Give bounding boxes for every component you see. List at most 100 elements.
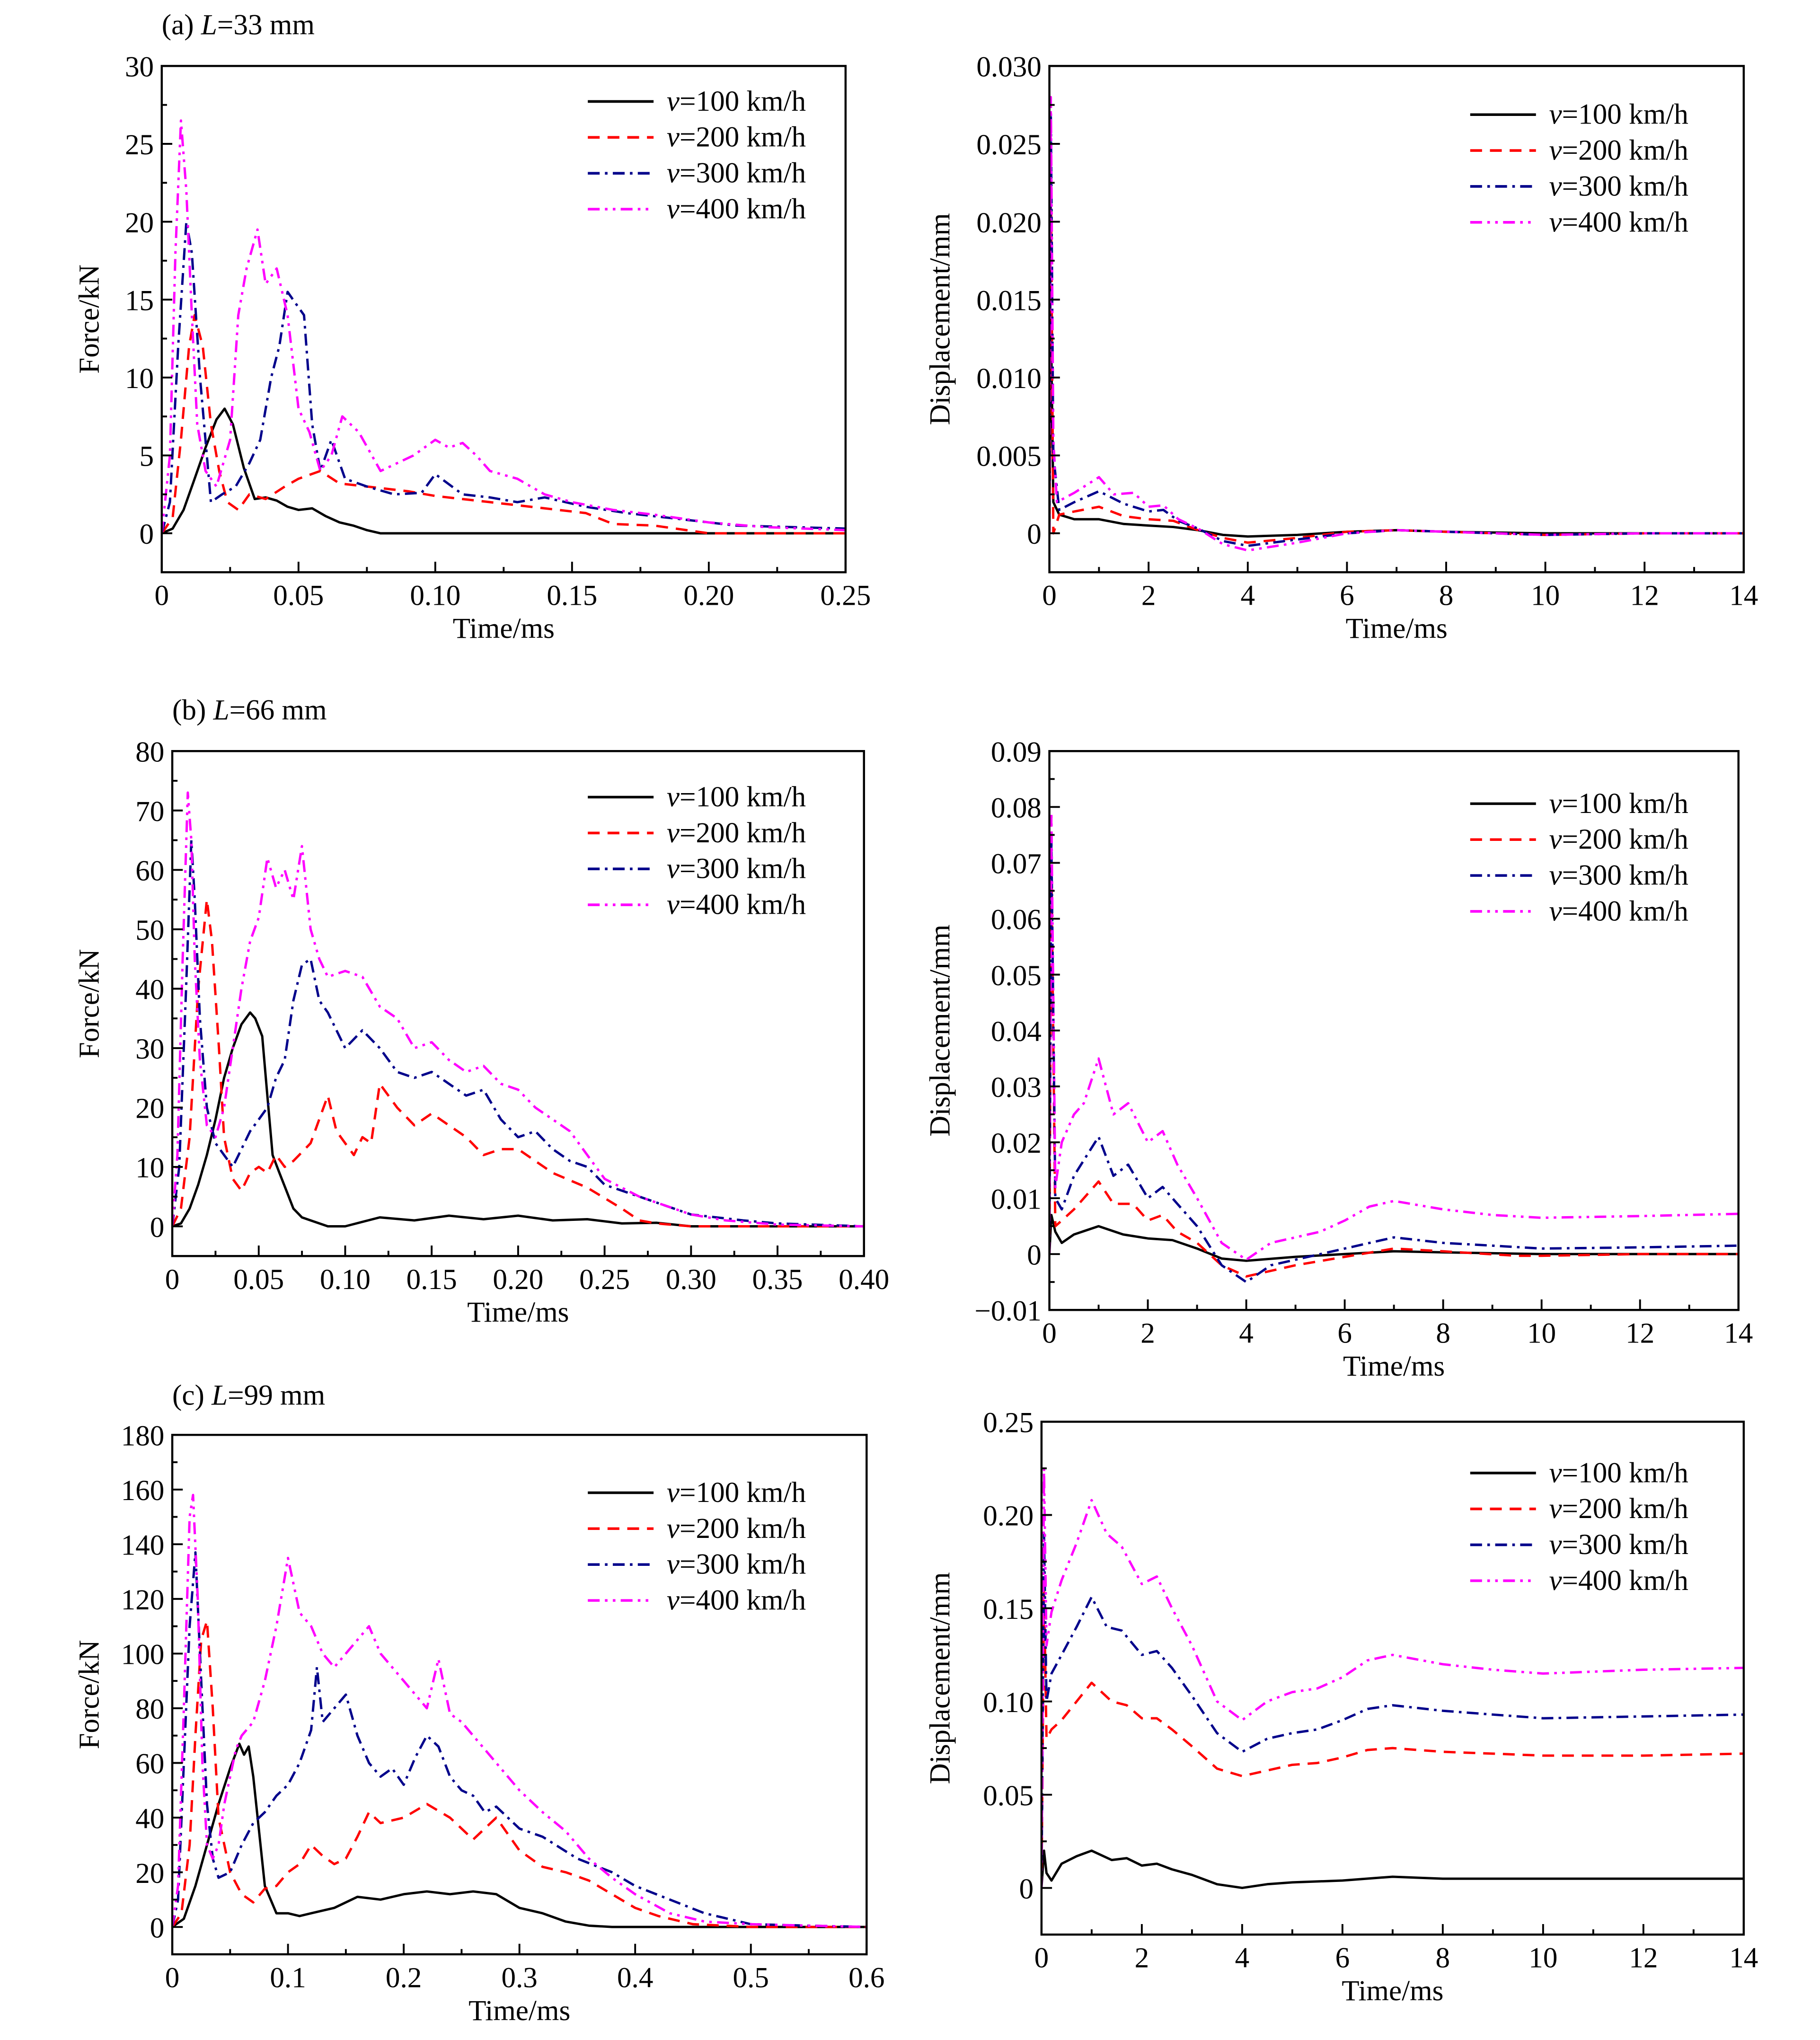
y-tick-label: 0.09 <box>991 736 1042 768</box>
panel-title: (a) L=33 mm <box>162 9 315 41</box>
x-tick-label: 0.15 <box>406 1264 457 1296</box>
panel-value: =66 mm <box>230 695 327 726</box>
legend-variable: v <box>667 1585 680 1616</box>
y-tick-label: 80 <box>135 736 164 768</box>
legend-variable: v <box>1549 895 1563 927</box>
legend-value: =200 km/h <box>680 122 806 153</box>
panel-variable: L <box>211 1379 228 1411</box>
legend-label: v=400 km/h <box>667 1585 806 1616</box>
series-line-200kmh <box>172 898 864 1228</box>
y-tick-label: 20 <box>135 1093 164 1125</box>
series-line-200kmh <box>161 314 846 535</box>
x-tick-label: 2 <box>1140 1318 1155 1350</box>
x-tick-label: 14 <box>1724 1318 1753 1350</box>
series-line-300kmh <box>161 221 846 534</box>
y-tick-label: 140 <box>121 1530 165 1562</box>
x-tick-label: 12 <box>1629 1943 1658 1974</box>
panel-b-displacement-chart: 0 2 4 6 8 10 12 14−0.0100.010.020.030.040.050.0… <box>924 736 1753 1382</box>
x-tick-label: 4 <box>1240 580 1255 612</box>
x-tick-label: 10 <box>1531 580 1560 612</box>
y-tick-label: 5 <box>140 441 154 473</box>
legend-variable: v <box>1549 788 1563 820</box>
x-tick-label: 6 <box>1340 580 1354 612</box>
y-tick-label: 100 <box>121 1639 165 1671</box>
x-tick-label: 14 <box>1729 1943 1758 1974</box>
y-tick-label: 0 <box>150 1912 165 1944</box>
series-line-300kmh <box>1041 1532 1744 1888</box>
x-tick-label: 0.10 <box>410 580 460 612</box>
x-tick-label: 0.20 <box>683 580 734 612</box>
legend-value: =100 km/h <box>1562 1457 1688 1489</box>
x-tick-label: 14 <box>1729 580 1758 612</box>
y-tick-label: 0.07 <box>991 848 1042 880</box>
legend-value: =200 km/h <box>1562 1493 1688 1525</box>
legend-value: =300 km/h <box>680 853 806 885</box>
y-tick-label: 0 <box>1027 519 1042 550</box>
y-tick-label: 0.15 <box>983 1594 1034 1625</box>
legend-label: v=200 km/h <box>1549 135 1688 167</box>
series-line-300kmh <box>1049 111 1744 547</box>
panel-a-displacement-chart: 0 2 4 6 8 10 12 14 0 0.005 0.010 0.015 0.020 0.025 0.0… <box>924 52 1758 645</box>
legend-label: v=100 km/h <box>1549 1457 1688 1489</box>
legend-value: =100 km/h <box>680 86 806 117</box>
y-tick-label: 0.25 <box>983 1407 1034 1439</box>
panel-a-force-chart: (a) L=33 mm 0 0.05 0.10 0.15 0.20 0.25 0 5 10 15 20… <box>73 9 871 645</box>
panel-label: (b) <box>172 695 213 726</box>
y-tick-label: 10 <box>125 363 154 395</box>
panel-variable: L <box>213 695 230 726</box>
series-line-200kmh <box>1049 861 1739 1278</box>
x-tick-label: 0 <box>165 1962 180 1994</box>
x-axis-title: Time/ms <box>467 1297 569 1328</box>
legend-value: =400 km/h <box>680 193 806 225</box>
legend-value: =300 km/h <box>1562 170 1688 202</box>
y-tick-label: 30 <box>135 1033 164 1065</box>
x-tick-label: 12 <box>1626 1318 1654 1350</box>
legend-label: v=400 km/h <box>667 193 806 225</box>
series-line-100kmh <box>1041 1849 1744 1890</box>
legend-label: v=400 km/h <box>667 889 806 921</box>
x-tick-label: 10 <box>1528 1943 1557 1974</box>
legend-label: v=300 km/h <box>1549 860 1688 892</box>
series-line-400kmh <box>161 119 846 534</box>
x-axis-title: Time/ms <box>453 613 555 645</box>
x-tick-label: 0.05 <box>273 580 324 612</box>
y-tick-label: 25 <box>125 129 154 161</box>
y-tick-label: 0 <box>150 1212 165 1244</box>
y-axis-title: Displacement/mm <box>924 213 956 425</box>
y-tick-label: 0.005 <box>976 441 1042 473</box>
y-tick-label: 0 <box>1019 1873 1034 1905</box>
legend-label: v=400 km/h <box>1549 1565 1688 1597</box>
legend: v=100 km/hv=200 km/hv=300 km/hv=400 km/h <box>588 781 806 921</box>
legend: v=100 km/hv=200 km/hv=300 km/hv=400 km/h <box>1470 788 1688 927</box>
legend-label: v=300 km/h <box>667 158 806 189</box>
legend-label: v=100 km/h <box>1549 99 1688 131</box>
y-tick-label: 0.08 <box>991 793 1042 824</box>
y-tick-label: 0.05 <box>991 960 1042 992</box>
legend-value: =100 km/h <box>1562 99 1688 131</box>
legend-variable: v <box>1549 1529 1563 1561</box>
legend-variable: v <box>1549 824 1563 856</box>
x-tick-label: 6 <box>1337 1318 1352 1350</box>
legend-value: =400 km/h <box>680 1585 806 1616</box>
legend-variable: v <box>667 1549 680 1581</box>
x-tick-label: 0.25 <box>579 1264 630 1296</box>
legend-variable: v <box>667 817 680 849</box>
y-tick-label: 0.01 <box>991 1183 1042 1215</box>
y-tick-label: 60 <box>135 1749 164 1780</box>
panel-b-force-chart: (b) L=66 mm 0 0.05 0.10 0.15 0.20 0.25 0.30 0.35… <box>73 695 889 1329</box>
y-tick-label: 0.06 <box>991 904 1042 936</box>
x-tick-label: 8 <box>1436 1943 1450 1974</box>
legend-label: v=300 km/h <box>667 1549 806 1581</box>
y-axis-title: Force/kN <box>73 1640 105 1749</box>
legend-variable: v <box>1549 1457 1563 1489</box>
legend-label: v=200 km/h <box>667 817 806 849</box>
panel-title: (b) L=66 mm <box>172 695 327 726</box>
x-tick-label: 0.6 <box>848 1962 884 1994</box>
x-tick-label: 0.4 <box>617 1962 653 1994</box>
series-line-300kmh <box>172 839 864 1228</box>
series-line-100kmh <box>161 407 846 535</box>
x-tick-label: 0 <box>1042 1318 1057 1350</box>
x-tick-label: 0.30 <box>666 1264 716 1296</box>
legend: v=100 km/hv=200 km/hv=300 km/hv=400 km/h <box>588 86 806 225</box>
